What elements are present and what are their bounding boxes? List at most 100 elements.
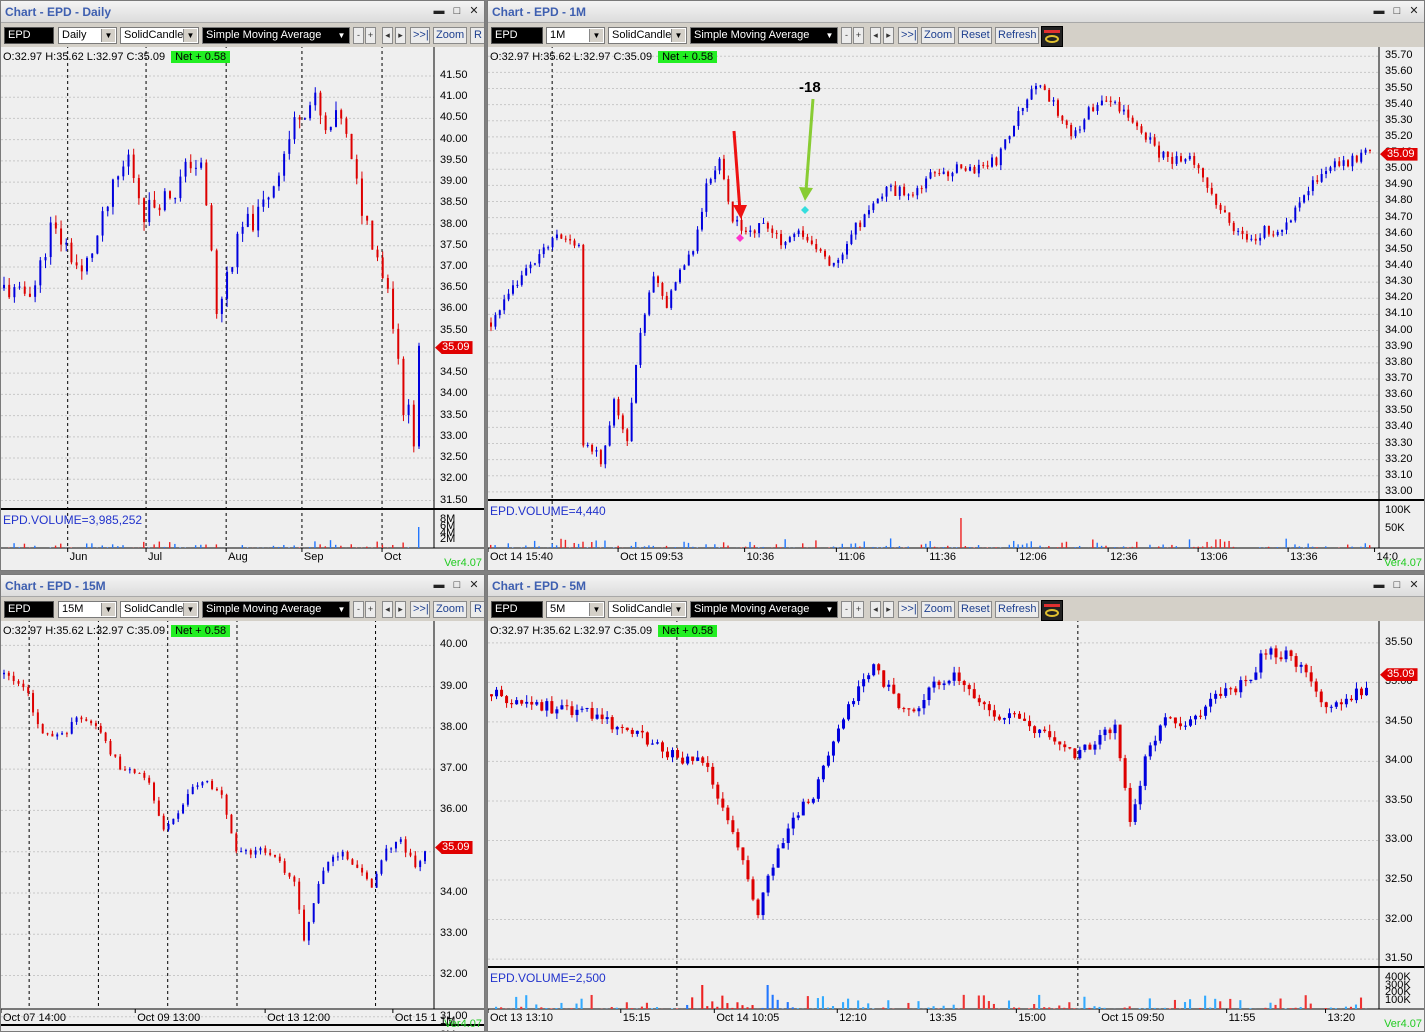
volume-tick-label: 8M — [440, 513, 456, 525]
close-icon[interactable]: ✕ — [1409, 5, 1419, 17]
reset-button[interactable]: Reset — [958, 601, 992, 618]
price-chart-svg[interactable] — [488, 621, 1424, 1031]
chevron-down-icon[interactable]: ▼ — [101, 29, 115, 42]
chart-style-select[interactable]: SolidCandle ▼ — [120, 601, 199, 618]
zoom-button[interactable]: Zoom — [433, 601, 467, 618]
indicator-select[interactable]: Simple Moving Average ▼ — [690, 601, 838, 618]
candle-body — [922, 699, 926, 709]
refresh-button[interactable]: Refresh — [995, 601, 1039, 618]
m5-chart-window[interactable]: Chart - EPD - 5M ▬ □ ✕ EPD 5M ▼ SolidCand… — [487, 574, 1425, 1032]
scroll-right-button[interactable]: ▸ — [395, 27, 406, 44]
symbol-input[interactable]: EPD — [491, 601, 543, 618]
scroll-left-button[interactable]: ◂ — [870, 601, 881, 618]
minus-button[interactable]: - — [353, 27, 364, 44]
scroll-right-button[interactable]: ▸ — [395, 601, 406, 618]
plus-button[interactable]: + — [853, 27, 864, 44]
plus-button[interactable]: + — [365, 601, 376, 618]
scroll-end-button[interactable]: >>| — [410, 27, 430, 44]
m15-title-bar[interactable]: Chart - EPD - 15M ▬ □ ✕ — [1, 575, 484, 597]
chevron-down-icon[interactable]: ▼ — [335, 29, 348, 42]
chevron-down-icon[interactable]: ▼ — [823, 29, 836, 42]
chart-style-select[interactable]: SolidCandle ▼ — [608, 27, 687, 44]
indicator-select[interactable]: Simple Moving Average ▼ — [202, 27, 350, 44]
m15-chart-window[interactable]: Chart - EPD - 15M ▬ □ ✕ EPD 15M ▼ SolidCa… — [0, 574, 485, 1032]
candle-body — [345, 118, 348, 134]
minus-button[interactable]: - — [841, 601, 852, 618]
zoom-button[interactable]: Zoom — [433, 27, 467, 44]
scroll-end-button[interactable]: >>| — [898, 27, 918, 44]
m5-title-bar[interactable]: Chart - EPD - 5M ▬ □ ✕ — [488, 575, 1424, 597]
volume-bars — [490, 518, 1371, 548]
daily-title-bar[interactable]: Chart - EPD - Daily ▬ □ ✕ — [1, 1, 484, 23]
symbol-input[interactable]: EPD — [491, 27, 543, 44]
minus-button[interactable]: - — [841, 27, 852, 44]
chevron-down-icon[interactable]: ▼ — [823, 603, 836, 616]
chevron-down-icon[interactable]: ▼ — [183, 603, 197, 616]
close-icon[interactable]: ✕ — [469, 5, 479, 17]
plus-button[interactable]: + — [365, 27, 376, 44]
period-select[interactable]: Daily ▼ — [58, 27, 117, 44]
chart-style-select[interactable]: SolidCandle ▼ — [120, 27, 199, 44]
minimize-icon[interactable]: ▬ — [433, 5, 445, 17]
m1-chart-area[interactable]: O:32.97 H:35.62 L:32.97 C:35.09 Net + 0.5… — [488, 47, 1424, 570]
scroll-end-button[interactable]: >>| — [898, 601, 918, 618]
m1-title-bar[interactable]: Chart - EPD - 1M ▬ □ ✕ — [488, 1, 1424, 23]
minimize-icon[interactable]: ▬ — [433, 579, 445, 591]
maximize-icon[interactable]: □ — [1393, 579, 1401, 591]
chevron-down-icon[interactable]: ▼ — [335, 603, 348, 616]
period-select[interactable]: 1M ▼ — [546, 27, 605, 44]
chevron-down-icon[interactable]: ▼ — [183, 29, 197, 42]
daily-chart-area[interactable]: O:32.97 H:35.62 L:32.97 C:35.09 Net + 0.5… — [1, 47, 484, 570]
refresh-button[interactable]: Refresh — [995, 27, 1039, 44]
volume-bar — [640, 1006, 643, 1009]
link-settings-icon[interactable] — [1041, 26, 1063, 47]
period-select[interactable]: 15M ▼ — [58, 601, 117, 618]
chart-style-select[interactable]: SolidCandle ▼ — [608, 601, 687, 618]
volume-bar — [340, 545, 342, 548]
close-icon[interactable]: ✕ — [1409, 579, 1419, 591]
m15-chart-area[interactable]: O:32.97 H:35.62 L:32.97 C:35.09 Net + 0.5… — [1, 621, 484, 1031]
reset-button-cut[interactable]: R — [470, 601, 484, 618]
link-settings-icon[interactable] — [1041, 600, 1063, 621]
symbol-input[interactable]: EPD — [4, 27, 54, 44]
chevron-down-icon[interactable]: ▼ — [671, 29, 685, 42]
volume-bar — [1349, 1006, 1353, 1009]
maximize-icon[interactable]: □ — [1393, 5, 1401, 17]
chevron-down-icon[interactable]: ▼ — [589, 603, 603, 616]
maximize-icon[interactable]: □ — [453, 5, 461, 17]
chevron-down-icon[interactable]: ▼ — [589, 29, 603, 42]
period-select[interactable]: 5M ▼ — [546, 601, 605, 618]
minimize-icon[interactable]: ▬ — [1373, 579, 1385, 591]
symbol-input[interactable]: EPD — [4, 601, 54, 618]
candle-body — [652, 276, 655, 293]
scroll-left-button[interactable]: ◂ — [382, 27, 393, 44]
candle-body — [1171, 156, 1174, 164]
scroll-end-button[interactable]: >>| — [410, 601, 430, 618]
indicator-select[interactable]: Simple Moving Average ▼ — [690, 27, 838, 44]
chevron-down-icon[interactable]: ▼ — [101, 603, 115, 616]
zoom-button[interactable]: Zoom — [921, 601, 955, 618]
m1-chart-window[interactable]: Chart - EPD - 1M ▬ □ ✕ EPD 1M ▼ SolidCand… — [487, 0, 1425, 571]
price-chart-svg[interactable] — [1, 47, 484, 570]
scroll-right-button[interactable]: ▸ — [883, 27, 894, 44]
y-tick-label: 32.50 — [1385, 873, 1413, 886]
scroll-left-button[interactable]: ◂ — [870, 27, 881, 44]
scroll-right-button[interactable]: ▸ — [883, 601, 894, 618]
reset-button-cut[interactable]: R — [470, 27, 484, 44]
plus-button[interactable]: + — [853, 601, 864, 618]
close-icon[interactable]: ✕ — [469, 579, 479, 591]
candle-body — [3, 284, 5, 289]
reset-button[interactable]: Reset — [958, 27, 992, 44]
m5-chart-area[interactable]: O:32.97 H:35.62 L:32.97 C:35.09 Net + 0.5… — [488, 621, 1424, 1031]
zoom-button[interactable]: Zoom — [921, 27, 955, 44]
chevron-down-icon[interactable]: ▼ — [671, 603, 685, 616]
maximize-icon[interactable]: □ — [453, 579, 461, 591]
minimize-icon[interactable]: ▬ — [1373, 5, 1385, 17]
candle-body — [999, 148, 1002, 166]
price-chart-svg[interactable] — [1, 621, 484, 1031]
scroll-left-button[interactable]: ◂ — [382, 601, 393, 618]
price-chart-svg[interactable] — [488, 47, 1424, 570]
daily-chart-window[interactable]: Chart - EPD - Daily ▬ □ ✕ EPD Daily ▼ Sol… — [0, 0, 485, 571]
minus-button[interactable]: - — [353, 601, 364, 618]
indicator-select[interactable]: Simple Moving Average ▼ — [202, 601, 350, 618]
